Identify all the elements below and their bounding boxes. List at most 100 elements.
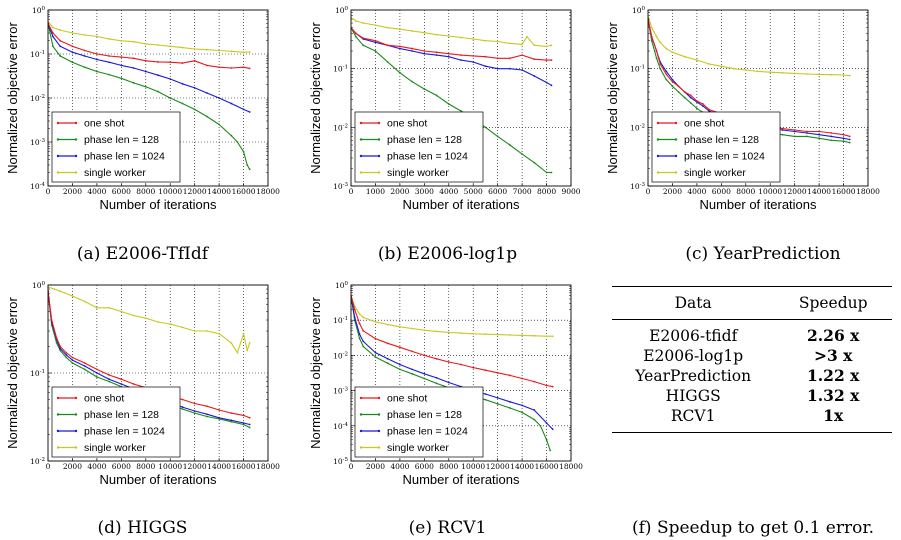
data-point bbox=[55, 341, 58, 344]
data-point bbox=[95, 53, 98, 55]
data-point bbox=[671, 80, 674, 83]
data-point bbox=[423, 50, 426, 52]
data-point bbox=[242, 423, 245, 426]
data-point bbox=[793, 135, 796, 138]
data-point bbox=[169, 61, 172, 64]
data-point bbox=[374, 41, 377, 44]
y-tick-label: 100 bbox=[32, 6, 46, 15]
chart-higgs: 0 2000 4000 6000 8000 10000 12000 14000 16000 180… bbox=[0, 275, 300, 505]
data-point bbox=[805, 132, 808, 134]
data-point bbox=[386, 357, 389, 360]
data-point bbox=[496, 402, 499, 405]
data-point bbox=[793, 129, 796, 131]
data-point bbox=[830, 139, 833, 142]
table-cell-speedup: >3 x bbox=[813, 346, 853, 365]
legend-label: one shot bbox=[684, 118, 724, 130]
data-point bbox=[677, 91, 680, 93]
data-point bbox=[521, 54, 524, 57]
data-point bbox=[744, 69, 747, 71]
data-point bbox=[460, 363, 462, 366]
legend-marker bbox=[656, 171, 660, 174]
data-point bbox=[193, 330, 196, 332]
data-point bbox=[683, 91, 686, 93]
legend-label: one shot bbox=[387, 393, 427, 405]
legend-marker bbox=[377, 413, 381, 416]
x-tick-label: 10000 bbox=[461, 462, 485, 471]
legend-marker bbox=[377, 171, 381, 174]
data-point bbox=[157, 90, 159, 93]
data-point bbox=[144, 59, 147, 62]
data-point bbox=[242, 51, 245, 54]
data-point bbox=[386, 61, 389, 63]
data-point bbox=[354, 20, 357, 22]
data-point bbox=[144, 85, 147, 88]
data-point bbox=[757, 70, 759, 73]
data-point bbox=[472, 38, 475, 40]
data-point bbox=[551, 335, 554, 338]
x-tick-label: 2000 bbox=[63, 462, 82, 471]
y-tick-label: 10-1 bbox=[333, 65, 348, 74]
data-point bbox=[411, 368, 414, 371]
series-line-single-worker bbox=[351, 295, 553, 337]
data-point bbox=[132, 67, 135, 69]
data-point bbox=[472, 332, 475, 335]
x-tick-label: 16000 bbox=[535, 462, 559, 471]
data-point bbox=[83, 365, 86, 367]
data-point bbox=[230, 420, 233, 423]
data-point bbox=[411, 372, 414, 375]
data-point bbox=[545, 335, 548, 338]
data-point bbox=[181, 406, 184, 408]
data-point bbox=[702, 105, 704, 108]
legend-marker bbox=[74, 154, 78, 158]
data-point bbox=[386, 44, 389, 47]
chart-rcv1: 0 2000 4000 6000 8000 10000 12000 14000 16000 180… bbox=[303, 275, 603, 505]
data-point bbox=[248, 67, 251, 70]
data-point bbox=[83, 300, 86, 303]
x-tick-label: 6000 bbox=[112, 462, 131, 471]
data-point bbox=[144, 42, 147, 45]
data-point bbox=[411, 327, 414, 330]
data-point bbox=[460, 59, 462, 61]
data-point bbox=[132, 40, 135, 43]
data-point bbox=[460, 36, 462, 39]
data-point bbox=[181, 62, 184, 65]
data-point bbox=[689, 102, 692, 104]
data-point bbox=[230, 419, 233, 422]
data-point bbox=[51, 45, 54, 48]
data-point bbox=[842, 137, 845, 140]
data-point bbox=[71, 359, 74, 362]
legend-marker bbox=[74, 121, 78, 125]
y-axis-label: Normalized objective error bbox=[5, 296, 20, 448]
data-point bbox=[358, 313, 361, 315]
caption-d: (d) HIGGS bbox=[97, 518, 188, 538]
data-point bbox=[83, 66, 86, 69]
table-header-speedup: Speedup bbox=[798, 294, 868, 312]
x-tick-label: 4000 bbox=[439, 187, 458, 196]
y-tick-label: 100 bbox=[335, 6, 349, 15]
x-tick-label: 7000 bbox=[513, 187, 532, 196]
legend-label: phase len = 128 bbox=[84, 134, 159, 146]
data-point bbox=[460, 54, 462, 57]
x-tick-label: 5000 bbox=[464, 187, 483, 196]
data-point bbox=[447, 103, 450, 105]
series-line-one-shot bbox=[351, 295, 553, 388]
data-point bbox=[447, 52, 450, 55]
data-point bbox=[793, 72, 796, 75]
data-point bbox=[50, 319, 53, 321]
data-point bbox=[655, 35, 658, 38]
data-point bbox=[689, 94, 692, 97]
x-tick-label: 6000 bbox=[415, 462, 434, 471]
data-point bbox=[689, 96, 692, 99]
data-point bbox=[132, 57, 135, 60]
data-point bbox=[218, 418, 221, 420]
x-axis-label: Number of iterations bbox=[699, 197, 817, 212]
data-point bbox=[65, 356, 68, 359]
x-tick-label: 4000 bbox=[87, 187, 106, 196]
data-point bbox=[83, 34, 86, 36]
legend-label: phase len = 1024 bbox=[84, 426, 165, 438]
data-point bbox=[781, 129, 784, 131]
data-point bbox=[144, 70, 147, 73]
caption-c: (c) YearPrediction bbox=[685, 244, 841, 264]
data-point bbox=[665, 47, 668, 50]
x-tick-label: 4000 bbox=[687, 187, 706, 196]
